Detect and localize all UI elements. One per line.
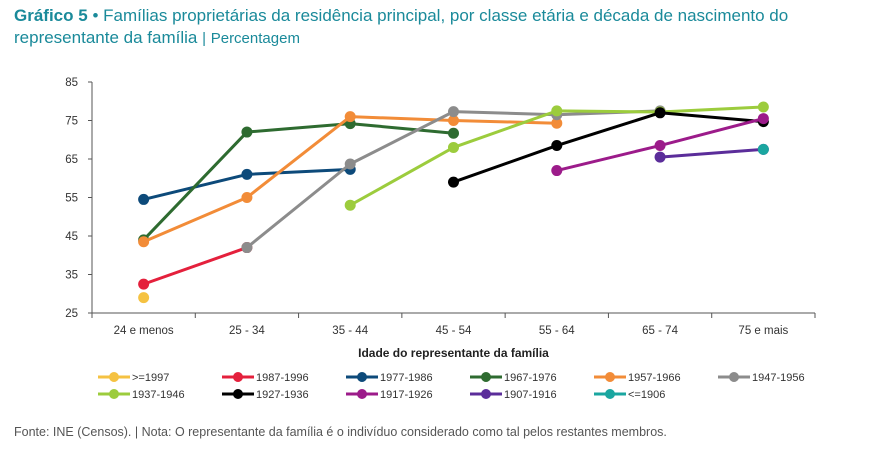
legend-swatch-marker bbox=[729, 372, 739, 382]
x-tick-label: 45 - 54 bbox=[436, 325, 472, 337]
legend-label: 1957-1966 bbox=[628, 372, 681, 384]
chart-number: Gráfico 5 bbox=[14, 6, 88, 25]
data-point bbox=[654, 140, 666, 152]
line-chart: 25 35 45 55 65 75 85 24 e menos 25 - 34 35 - 44 45… bbox=[65, 77, 816, 401]
x-tick-label: 35 - 44 bbox=[332, 325, 368, 337]
data-point bbox=[241, 192, 253, 203]
data-point bbox=[654, 107, 666, 119]
legend-label: 1947-1956 bbox=[752, 372, 805, 384]
series-line bbox=[659, 147, 764, 159]
y-tick-label: 55 bbox=[65, 193, 78, 205]
data-point bbox=[138, 193, 150, 205]
x-tick-label: 24 e menos bbox=[114, 325, 174, 337]
legend-swatch-marker bbox=[109, 372, 119, 382]
data-point bbox=[241, 126, 253, 138]
data-point bbox=[448, 141, 459, 153]
data-point bbox=[448, 115, 459, 126]
x-tick-label: 65 - 74 bbox=[642, 325, 678, 337]
data-point bbox=[551, 105, 563, 117]
legend-swatch-marker bbox=[605, 389, 615, 399]
legend-label: 1937-1946 bbox=[132, 389, 185, 401]
series-line bbox=[452, 111, 764, 184]
x-tick-label: 75 e mais bbox=[738, 325, 788, 337]
y-tick-label: 85 bbox=[65, 77, 78, 89]
series-line bbox=[142, 122, 454, 241]
legend-label: <=1906 bbox=[628, 389, 665, 401]
data-point bbox=[757, 101, 769, 113]
x-tick-label: 55 - 64 bbox=[539, 325, 575, 337]
legend-swatch-marker bbox=[481, 389, 491, 399]
y-tick-label: 25 bbox=[65, 308, 78, 320]
legend-swatch-marker bbox=[233, 372, 243, 382]
data-point bbox=[138, 278, 150, 290]
data-point bbox=[138, 292, 150, 304]
y-tick-label: 45 bbox=[65, 231, 78, 243]
legend-swatch-marker bbox=[481, 372, 491, 382]
y-tick-label: 75 bbox=[65, 116, 78, 128]
legend-swatch-marker bbox=[109, 389, 119, 399]
data-point bbox=[448, 127, 459, 139]
legend-label: 1987-1996 bbox=[256, 372, 309, 384]
legend-swatch-marker bbox=[357, 372, 367, 382]
title-separator: | bbox=[202, 30, 206, 47]
data-point bbox=[344, 158, 356, 170]
data-point bbox=[241, 242, 253, 254]
series-line bbox=[143, 115, 557, 244]
legend-label: 1917-1926 bbox=[380, 389, 433, 401]
data-point bbox=[551, 140, 563, 152]
x-axis-title: Idade do representante da família bbox=[358, 346, 549, 360]
data-point bbox=[448, 176, 459, 188]
y-tick-label: 35 bbox=[65, 270, 78, 282]
data-point bbox=[757, 113, 769, 125]
data-point bbox=[138, 236, 150, 248]
legend-label: 1907-1916 bbox=[504, 389, 557, 401]
data-point bbox=[448, 106, 459, 118]
data-point bbox=[344, 111, 356, 123]
legend-swatch-marker bbox=[233, 389, 243, 399]
series-line bbox=[143, 246, 248, 286]
data-point bbox=[654, 151, 666, 163]
legend-swatch-marker bbox=[605, 372, 615, 382]
legend-swatch-marker bbox=[357, 389, 367, 399]
data-point bbox=[344, 199, 356, 211]
data-point bbox=[757, 143, 769, 155]
chart-title-text: Famílias proprietárias da residência pri… bbox=[14, 6, 789, 47]
data-point bbox=[241, 168, 253, 180]
chart-unit: Percentagem bbox=[210, 30, 300, 47]
chart-title: Gráfico 5 • Famílias proprietárias da re… bbox=[14, 5, 864, 50]
y-tick-label: 65 bbox=[65, 154, 78, 166]
legend-label: 1967-1976 bbox=[504, 372, 557, 384]
data-point bbox=[551, 165, 563, 177]
legend-label: >=1997 bbox=[132, 372, 169, 384]
legend-label: 1977-1986 bbox=[380, 372, 433, 384]
footer-note: Fonte: INE (Censos). | Nota: O represent… bbox=[14, 425, 667, 439]
title-bullet: • bbox=[92, 6, 99, 25]
x-tick-label: 25 - 34 bbox=[229, 325, 265, 337]
legend-label: 1927-1936 bbox=[256, 389, 309, 401]
data-point bbox=[551, 117, 563, 129]
